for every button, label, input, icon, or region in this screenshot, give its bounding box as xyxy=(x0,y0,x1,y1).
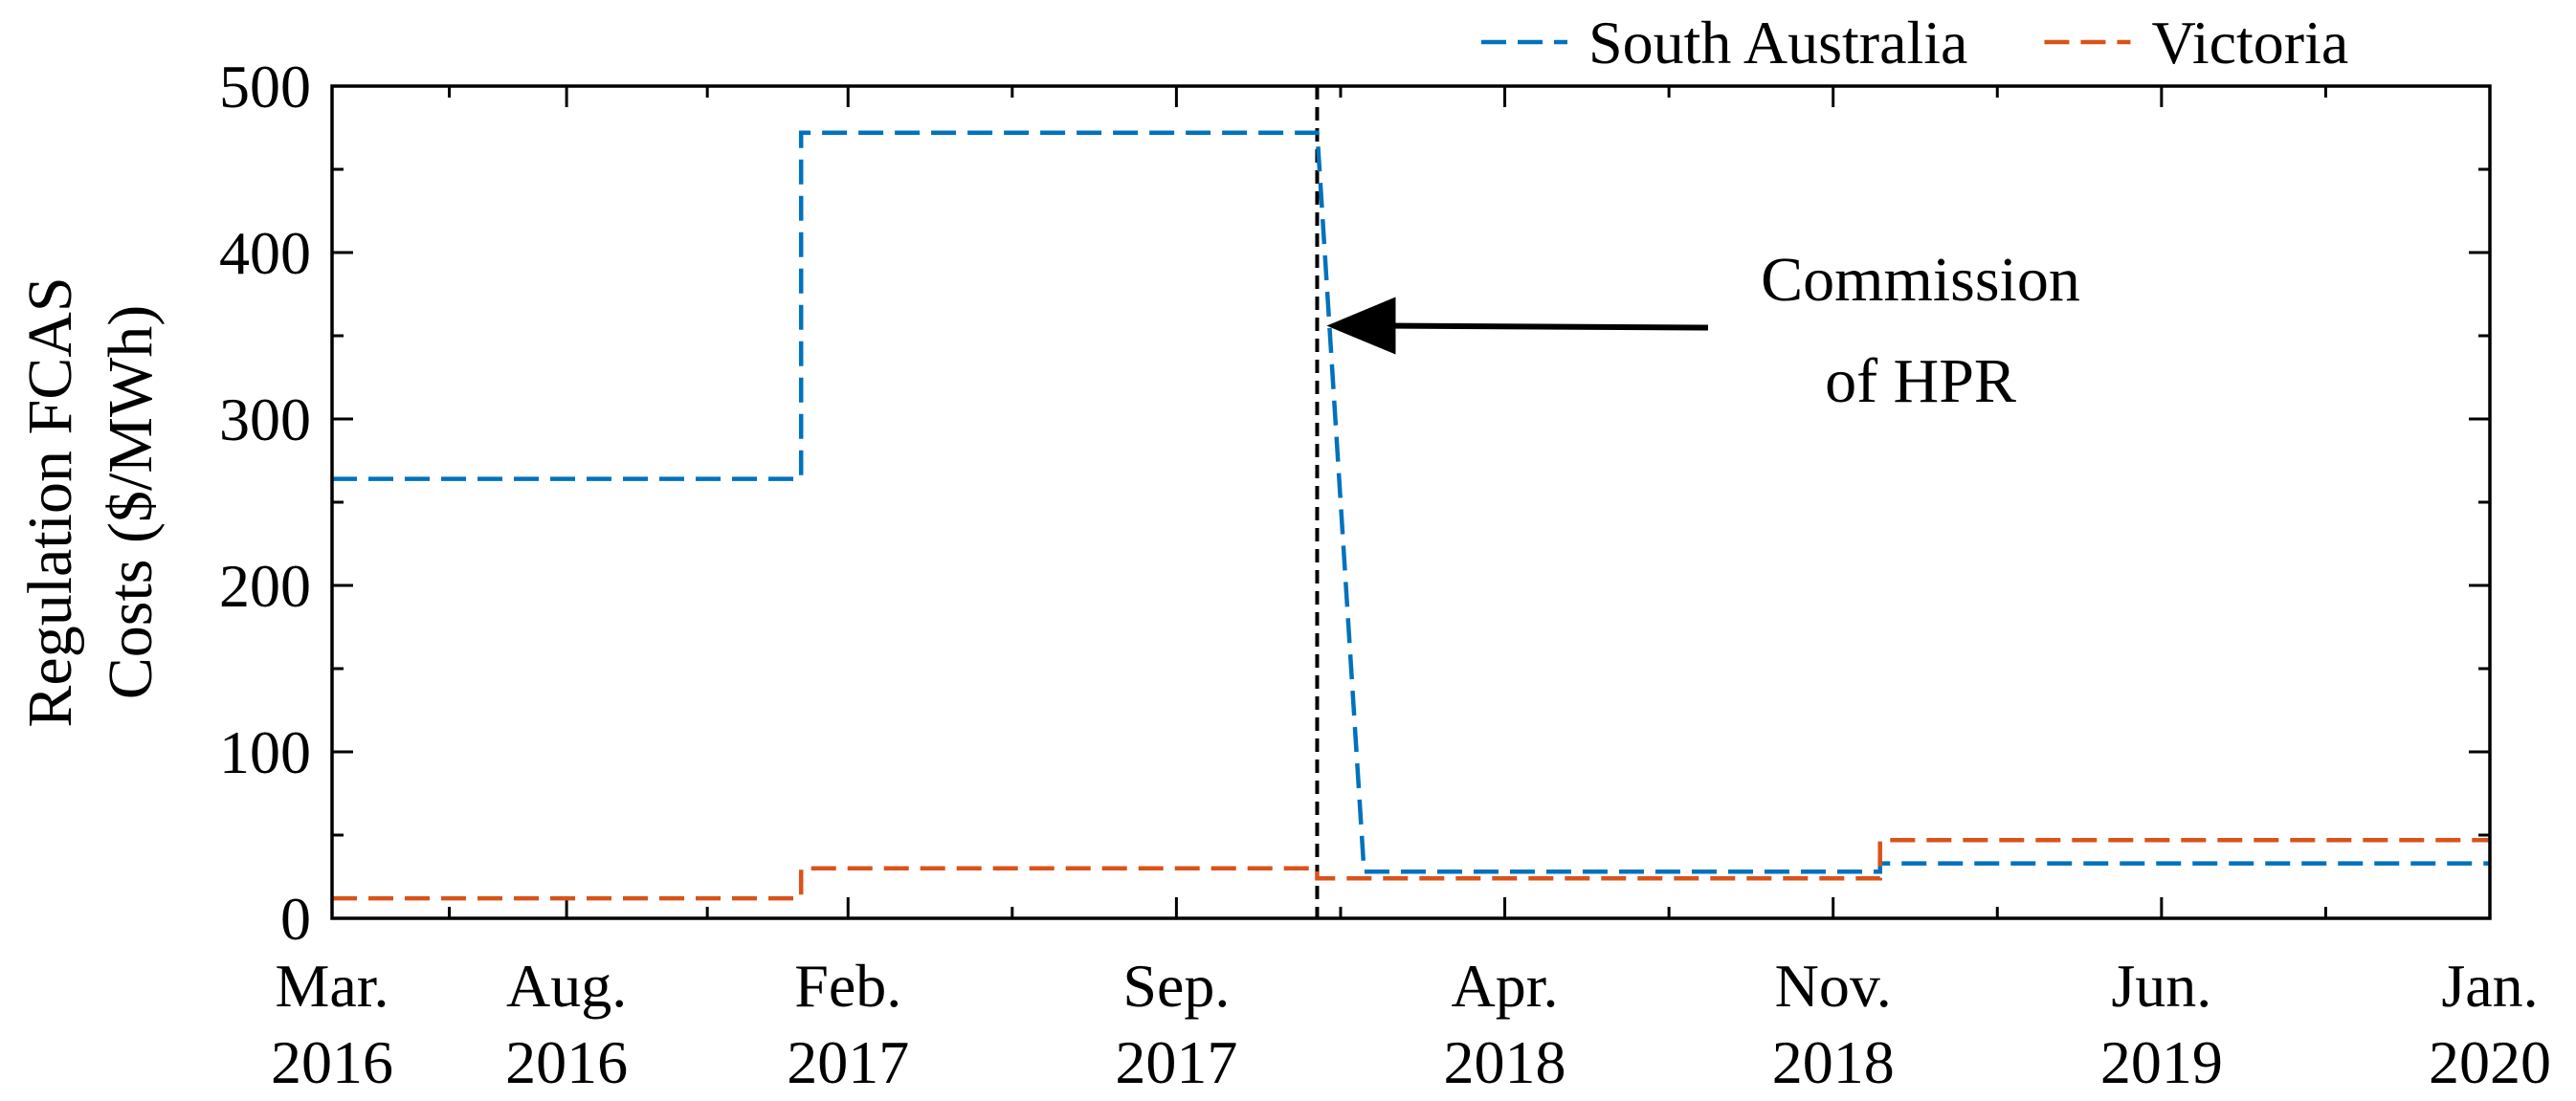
x-tick-label-month: Feb. xyxy=(794,952,901,1020)
annotation-text: Commission xyxy=(1761,245,2080,315)
y-tick-label: 100 xyxy=(219,718,311,786)
x-tick-label-month: Jan. xyxy=(2441,952,2538,1020)
x-tick-label-month: Mar. xyxy=(275,952,389,1020)
x-tick-label-year: 2018 xyxy=(1444,1028,1566,1096)
y-tick-label: 200 xyxy=(219,552,311,620)
x-tick-label-month: Aug. xyxy=(506,952,627,1020)
series-line xyxy=(332,837,2490,901)
x-tick-label-month: Apr. xyxy=(1452,952,1559,1020)
series-line xyxy=(332,130,2490,874)
y-tick-label: 400 xyxy=(219,219,311,287)
x-tick-label-year: 2019 xyxy=(2100,1028,2223,1096)
plot-frame xyxy=(330,84,2492,920)
x-tick-label-month: Nov. xyxy=(1775,952,1892,1020)
y-tick-label: 300 xyxy=(219,385,311,453)
x-tick-label-year: 2017 xyxy=(787,1028,909,1096)
y-tick-label: 0 xyxy=(280,885,311,953)
x-tick-label-year: 2016 xyxy=(505,1028,628,1096)
legend-label: South Australia xyxy=(1588,9,1967,77)
annotation-arrow-shaft xyxy=(1384,322,1709,331)
legend-label: Victoria xyxy=(2151,9,2348,77)
x-tick-label-month: Sep. xyxy=(1122,952,1230,1020)
y-axis-label-line: Costs ($/MWh) xyxy=(96,305,166,700)
y-tick-label: 500 xyxy=(219,53,311,121)
x-tick-label-year: 2018 xyxy=(1772,1028,1895,1096)
x-tick-label-year: 2020 xyxy=(2429,1028,2551,1096)
annotation-arrowhead xyxy=(1326,297,1396,355)
x-tick-label-year: 2016 xyxy=(271,1028,393,1096)
x-tick-label-year: 2017 xyxy=(1115,1028,1237,1096)
y-axis-label: Regulation FCAS Costs ($/MWh) xyxy=(15,276,166,727)
x-tick-label-month: Jun. xyxy=(2111,952,2211,1020)
annotation-text: of HPR xyxy=(1825,346,2016,416)
y-axis-label-line: Regulation FCAS xyxy=(15,276,85,727)
